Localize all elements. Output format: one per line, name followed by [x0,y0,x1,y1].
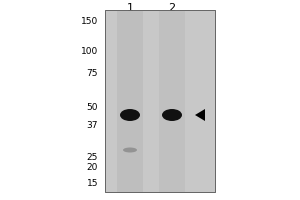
Text: 25: 25 [87,152,98,162]
Text: 15: 15 [86,178,98,188]
Text: 75: 75 [86,70,98,78]
Text: 2: 2 [168,3,175,13]
Ellipse shape [123,148,137,152]
Text: 50: 50 [86,102,98,112]
Bar [117,10,143,192]
Ellipse shape [120,109,140,121]
Bar [105,10,215,192]
Polygon shape [195,109,205,121]
Text: 37: 37 [86,121,98,130]
Text: 20: 20 [87,162,98,171]
Text: 150: 150 [81,18,98,26]
Text: 1: 1 [127,3,134,13]
Bar [159,10,185,192]
Ellipse shape [162,109,182,121]
Bar [105,10,215,192]
Text: 100: 100 [81,47,98,56]
